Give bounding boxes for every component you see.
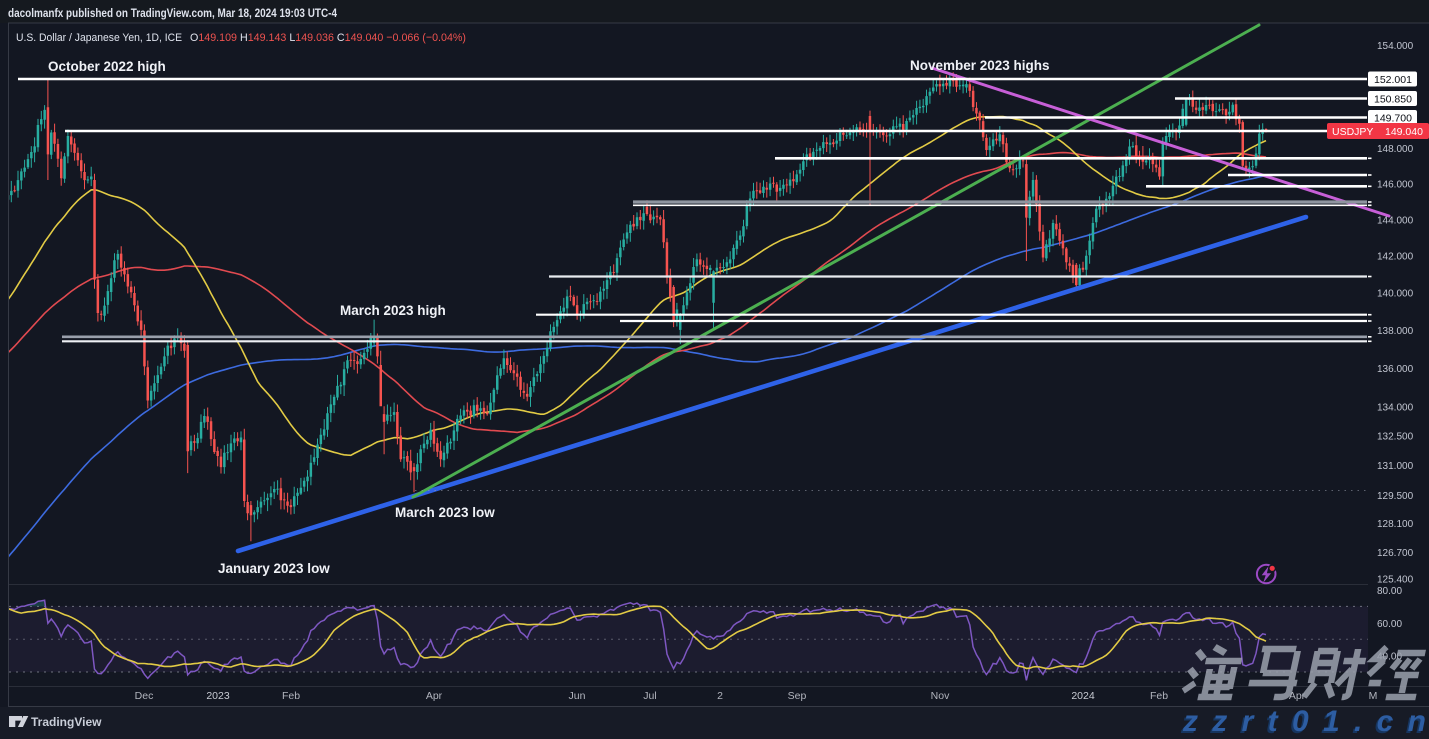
svg-text:40.00: 40.00 bbox=[1377, 652, 1402, 663]
svg-text:148.000: 148.000 bbox=[1377, 144, 1414, 155]
svg-text:126.700: 126.700 bbox=[1377, 548, 1414, 559]
svg-text:Apr: Apr bbox=[1289, 690, 1306, 702]
svg-text:dacolmanfx published on Tradin: dacolmanfx published on TradingView.com,… bbox=[8, 6, 337, 20]
svg-text:November 2023 highs: November 2023 highs bbox=[910, 58, 1050, 73]
svg-text:152.001: 152.001 bbox=[1374, 74, 1412, 86]
svg-text:Feb: Feb bbox=[282, 690, 300, 702]
svg-text:2: 2 bbox=[717, 690, 723, 702]
svg-text:USDJPY: USDJPY bbox=[1332, 126, 1373, 138]
svg-text:Jul: Jul bbox=[643, 690, 656, 702]
svg-text:March 2023 low: March 2023 low bbox=[395, 505, 495, 520]
svg-text:136.000: 136.000 bbox=[1377, 364, 1414, 375]
svg-text:149.040: 149.040 bbox=[1385, 126, 1423, 138]
svg-text:Dec: Dec bbox=[135, 690, 154, 702]
svg-text:140.000: 140.000 bbox=[1377, 289, 1414, 300]
svg-text:Nov: Nov bbox=[931, 690, 950, 702]
svg-text:134.000: 134.000 bbox=[1377, 402, 1414, 413]
svg-text:Sep: Sep bbox=[788, 690, 807, 702]
svg-text:Jun: Jun bbox=[569, 690, 586, 702]
svg-text:O149.109 H149.143 L149.036: O149.109 H149.143 L149.036 C149.040 −0.0… bbox=[190, 32, 466, 44]
svg-text:March 2023 high: March 2023 high bbox=[340, 303, 446, 318]
svg-text:146.000: 146.000 bbox=[1377, 180, 1414, 191]
svg-text:154.000: 154.000 bbox=[1377, 41, 1414, 52]
svg-text:129.500: 129.500 bbox=[1377, 491, 1414, 502]
svg-text:150.850: 150.850 bbox=[1374, 94, 1412, 106]
svg-text:2024: 2024 bbox=[1071, 690, 1095, 702]
svg-text:z z r t 0 1 . c n: z z r t 0 1 . c n bbox=[1180, 707, 1427, 739]
svg-text:60.00: 60.00 bbox=[1377, 619, 1402, 630]
svg-text:October 2022 high: October 2022 high bbox=[48, 59, 166, 74]
svg-text:80.00: 80.00 bbox=[1377, 586, 1402, 597]
svg-text:January 2023 low: January 2023 low bbox=[218, 561, 330, 576]
svg-text:z z r t 0 1 . c n: z z r t 0 1 . c n bbox=[1182, 705, 1429, 738]
svg-text:M: M bbox=[1369, 690, 1378, 702]
svg-text:128.100: 128.100 bbox=[1377, 519, 1414, 530]
svg-text:149.700: 149.700 bbox=[1374, 113, 1412, 125]
svg-text:U.S. Dollar / Japanese Yen, 1D: U.S. Dollar / Japanese Yen, 1D, ICE bbox=[16, 32, 182, 44]
svg-text:125.400: 125.400 bbox=[1377, 575, 1414, 586]
svg-text:144.000: 144.000 bbox=[1377, 215, 1414, 226]
svg-text:Apr: Apr bbox=[426, 690, 443, 702]
svg-text:Feb: Feb bbox=[1150, 690, 1168, 702]
svg-text:142.000: 142.000 bbox=[1377, 252, 1414, 263]
svg-text:138.000: 138.000 bbox=[1377, 326, 1414, 337]
svg-text:131.000: 131.000 bbox=[1377, 461, 1414, 472]
svg-text:132.500: 132.500 bbox=[1377, 432, 1414, 443]
svg-text:2023: 2023 bbox=[206, 690, 230, 702]
svg-text:TradingView: TradingView bbox=[31, 715, 102, 729]
